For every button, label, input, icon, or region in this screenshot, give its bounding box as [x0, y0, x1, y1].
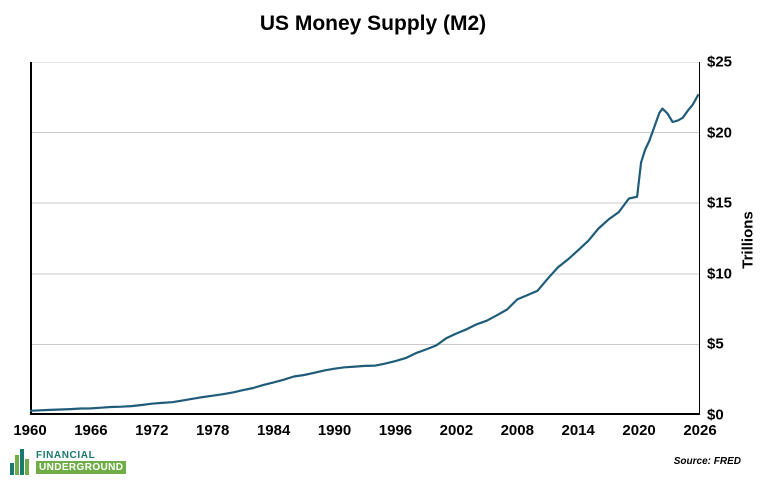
x-tick-label: 2002	[439, 422, 474, 439]
y-tick-label: $10	[707, 265, 733, 283]
y-tick-label: $25	[707, 53, 733, 71]
x-tick-label: 1978	[196, 422, 230, 439]
x-tick-label: 1990	[317, 422, 352, 439]
x-tick-label: 1960	[13, 422, 47, 439]
source-note: Source: FRED	[673, 456, 741, 467]
logo-line-financial: FINANCIAL	[36, 449, 96, 461]
logo-line-underground: UNDERGROUND	[36, 460, 127, 474]
x-tick-label: 1984	[256, 422, 291, 439]
logo-buildings-icon	[10, 449, 29, 475]
x-tick-label: 2008	[500, 422, 534, 439]
y-axis-title: Trillions	[739, 211, 757, 269]
m2-series-line	[30, 94, 700, 412]
m2-line-chart	[30, 62, 700, 415]
financial-underground-logo: FINANCIAL UNDERGROUND	[10, 448, 127, 475]
x-tick-label: 1972	[135, 422, 169, 439]
x-tick-label: 2020	[622, 422, 656, 439]
logo-text: FINANCIAL UNDERGROUND	[36, 449, 127, 474]
plot-area	[30, 62, 700, 415]
y-tick-label: $20	[707, 124, 733, 142]
x-tick-label: 1966	[74, 422, 108, 439]
y-tick-label: $5	[707, 335, 724, 353]
y-tick-label: $0	[707, 406, 724, 424]
y-tick-label: $15	[707, 194, 733, 212]
x-tick-label: 1996	[378, 422, 413, 439]
chart-title: US Money Supply (M2)	[259, 12, 487, 35]
x-tick-label: 2014	[561, 422, 595, 439]
x-tick-label: 2026	[683, 422, 717, 439]
